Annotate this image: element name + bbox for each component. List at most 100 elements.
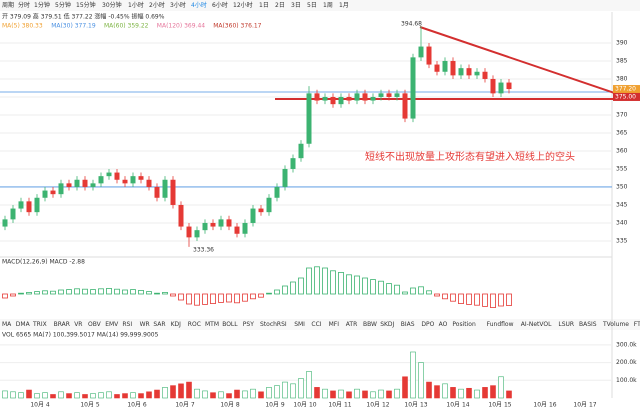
period-button[interactable]: 1日	[259, 2, 269, 9]
period-button[interactable]: 4小时	[191, 1, 207, 9]
indicator-tab[interactable]: TVolume	[602, 321, 629, 328]
candle-body	[34, 197, 40, 213]
period-button[interactable]: 6小时	[212, 1, 228, 9]
price-marker-bg	[613, 85, 640, 94]
indicator-tab[interactable]: BASIS	[579, 321, 597, 328]
indicator-tab[interactable]: AI-NetVOL	[521, 321, 552, 328]
volume-bar	[58, 391, 64, 399]
macd-bar	[186, 293, 192, 305]
period-button[interactable]: 1小时	[128, 1, 144, 9]
indicator-tab[interactable]: KDJ	[171, 321, 182, 328]
annotation: 短线不出现放量上攻形态有望进入短线上的空头	[365, 150, 575, 163]
period-button[interactable]: 5分钟	[55, 1, 71, 9]
volume-bar	[274, 385, 280, 399]
indicator-tab[interactable]: BBW	[363, 321, 377, 328]
volume-bar	[42, 392, 48, 399]
indicator-tab[interactable]: SKDJ	[380, 321, 394, 328]
macd-bar	[138, 289, 144, 295]
macd-bar	[418, 286, 424, 295]
indicator-tab[interactable]: OBV	[88, 321, 102, 328]
indicator-tab[interactable]: SMI	[294, 321, 305, 328]
indicator-tab[interactable]: MTM	[205, 321, 219, 328]
volume-bar	[426, 381, 432, 399]
candle-body	[434, 64, 440, 72]
candle-body	[410, 57, 416, 119]
volume-tick-label: 300.0k	[616, 341, 637, 348]
period-button[interactable]: 2小时	[149, 1, 165, 9]
candle-body	[466, 68, 472, 76]
macd-bar	[106, 287, 112, 295]
candle-body	[362, 93, 368, 101]
period-button[interactable]: 12小时	[233, 1, 253, 9]
indicator-tab[interactable]: WR	[140, 321, 150, 328]
volume-bar	[290, 383, 296, 399]
indicator-tab[interactable]: TRIX	[32, 321, 47, 328]
candle-body	[218, 219, 224, 227]
indicator-tab[interactable]: VR	[74, 321, 82, 328]
volume-bar	[10, 391, 16, 399]
period-button[interactable]: 3小时	[170, 1, 186, 9]
indicator-tab[interactable]: ROC	[188, 321, 201, 328]
indicator-tab[interactable]: StochRSI	[260, 321, 287, 328]
indicator-tab[interactable]: PSY	[243, 321, 254, 328]
volume-bar	[282, 381, 288, 399]
ma-legend: MA(120) 369.44	[157, 23, 205, 30]
indicator-tab[interactable]: Fundflow	[487, 321, 514, 328]
volume-bar	[18, 392, 24, 399]
macd-bar	[370, 279, 376, 295]
period-button[interactable]: 分时	[18, 1, 30, 9]
volume-bar	[410, 351, 416, 399]
indicator-tab[interactable]: Position	[452, 321, 476, 328]
period-button[interactable]: 3日	[291, 2, 301, 9]
indicator-tab[interactable]: RSI	[122, 321, 132, 328]
candle-body	[154, 186, 160, 198]
indicator-tab[interactable]: DPO	[421, 321, 434, 328]
volume-bar	[66, 393, 72, 399]
volume-bar	[2, 390, 8, 399]
indicator-tab[interactable]: DMA	[16, 321, 31, 328]
period-button[interactable]: 1周	[323, 2, 333, 9]
indicator-tab[interactable]: SAR	[153, 321, 165, 328]
period-button[interactable]: 15分钟	[76, 1, 96, 9]
candle-body	[418, 46, 424, 58]
candle-body	[394, 93, 400, 97]
period-button[interactable]: 5日	[307, 2, 317, 9]
candle-body	[306, 93, 312, 144]
indicator-tab[interactable]: BRAR	[54, 321, 70, 328]
indicator-tab[interactable]: CCI	[311, 321, 321, 328]
period-button[interactable]: 1月	[339, 2, 349, 9]
volume-bar	[490, 385, 496, 399]
date-label: 10月 17	[573, 402, 596, 409]
indicator-tab[interactable]: MA	[2, 321, 12, 328]
candle-body	[498, 82, 504, 94]
macd-bar	[394, 284, 400, 295]
volume-bar	[162, 387, 168, 399]
indicator-tab[interactable]: FTBS	[634, 321, 640, 328]
indicator-tab[interactable]: ATR	[346, 321, 357, 328]
macd-bar	[242, 293, 248, 302]
volume-bar	[266, 387, 272, 399]
period-button[interactable]: 周期	[2, 1, 14, 9]
indicator-tab[interactable]: AO	[439, 321, 448, 328]
macd-bar	[426, 290, 432, 295]
indicator-tab[interactable]: LSUR	[558, 321, 574, 328]
volume-bar	[26, 389, 32, 399]
macd-bar	[162, 291, 168, 295]
indicator-tab[interactable]: EMV	[105, 321, 119, 328]
indicator-tab[interactable]: MFI	[329, 321, 340, 328]
price-tick-label: 390	[616, 39, 628, 46]
price-tick-label: 385	[616, 57, 628, 64]
indicator-tab[interactable]: BIAS	[401, 321, 415, 328]
period-button[interactable]: 1分钟	[34, 1, 50, 9]
period-button[interactable]: 30分钟	[102, 1, 122, 9]
macd-bar	[322, 267, 328, 295]
period-button[interactable]: 2日	[275, 2, 285, 9]
indicator-tab[interactable]: BOLL	[222, 321, 238, 328]
volume-tick-label: 200.0k	[616, 359, 637, 366]
volume-bar	[402, 376, 408, 399]
volume-bar	[50, 394, 56, 399]
candle-body	[450, 60, 456, 76]
macd-bar	[450, 293, 456, 302]
macd-bar	[386, 283, 392, 295]
candle-body	[226, 219, 232, 227]
